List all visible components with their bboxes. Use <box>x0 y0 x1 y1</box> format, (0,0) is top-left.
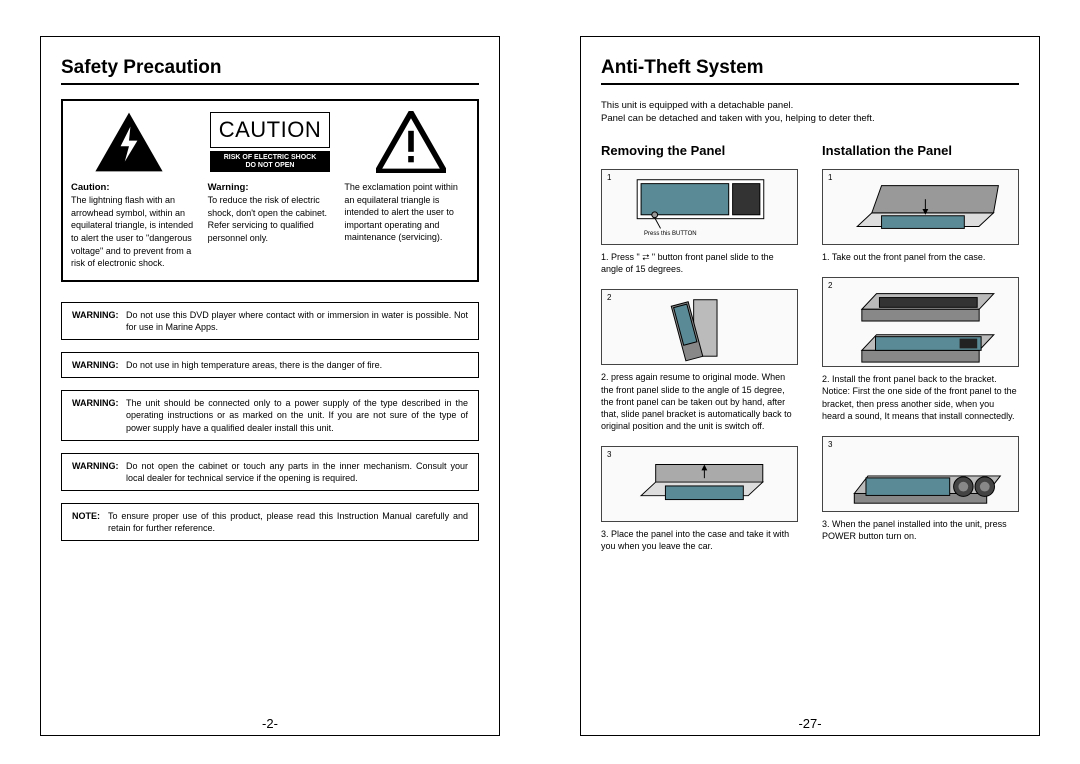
caution-center: CAUTION RISK OF ELECTRIC SHOCK DO NOT OP… <box>210 112 331 172</box>
col3-body: The exclamation point within an equilate… <box>344 182 458 242</box>
install-step-2-notice: Notice: First the one side of the front … <box>822 386 1017 420</box>
warning-box-1: WARNING: Do not use this DVD player wher… <box>61 302 479 340</box>
caution-col-2: Warning: To reduce the risk of electric … <box>208 181 333 270</box>
warning-1-text: Do not use this DVD player where contact… <box>126 309 468 333</box>
exclamation-triangle-icon <box>376 111 446 173</box>
install-step-2-main: 2. Install the front panel back to the b… <box>822 374 997 384</box>
intro-block: This unit is equipped with a detachable … <box>601 99 1019 126</box>
intro-1: This unit is equipped with a detachable … <box>601 99 1019 112</box>
warning-box-3: WARNING: The unit should be connected on… <box>61 390 479 440</box>
warning-label: WARNING: <box>72 359 126 371</box>
caution-col-1: Caution: The lightning flash with an arr… <box>71 181 196 270</box>
page-right-inner: Anti-Theft System This unit is equipped … <box>580 36 1040 736</box>
removing-img-1: 1 Press this BUTTON <box>601 169 798 245</box>
install-step-3: 3. When the panel installed into the uni… <box>822 518 1019 542</box>
warning-box-4: WARNING: Do not open the cabinet or touc… <box>61 453 479 491</box>
risk-box: RISK OF ELECTRIC SHOCK DO NOT OPEN <box>210 151 331 172</box>
removing-img-2: 2 <box>601 289 798 365</box>
intro-2: Panel can be detached and taken with you… <box>601 112 1019 125</box>
rule <box>61 83 479 85</box>
unit-installed-icon <box>823 437 1018 511</box>
caution-col-3: The exclamation point within an equilate… <box>344 181 469 270</box>
col2-head: Warning: <box>208 182 249 193</box>
unit-bracket-icon <box>823 278 1018 366</box>
case-open-icon <box>823 170 1018 244</box>
lightning-triangle-icon <box>94 111 164 173</box>
safety-title: Safety Precaution <box>61 57 479 79</box>
panel-tilt-icon <box>602 290 797 364</box>
page-number-right: -27- <box>581 716 1039 731</box>
risk-line2: DO NOT OPEN <box>214 162 327 170</box>
removing-img-3: 3 <box>601 446 798 522</box>
warning-label: WARNING: <box>72 309 126 333</box>
install-img-1: 1 <box>822 169 1019 245</box>
rule <box>601 83 1019 85</box>
risk-line1: RISK OF ELECTRIC SHOCK <box>214 154 327 162</box>
note-text: To ensure proper use of this product, pl… <box>108 510 468 534</box>
press-this-label: Press this BUTTON <box>644 230 697 238</box>
page-number-left: -2- <box>41 716 499 731</box>
warning-label: WARNING: <box>72 460 126 484</box>
warning-3-text: The unit should be connected only to a p… <box>126 397 468 433</box>
install-step-2: 2. Install the front panel back to the b… <box>822 373 1019 422</box>
warning-4-text: Do not open the cabinet or touch any par… <box>126 460 468 484</box>
page-left: Safety Precaution CAUTION RISK OF ELECTR… <box>0 0 540 764</box>
page-left-inner: Safety Precaution CAUTION RISK OF ELECTR… <box>40 36 500 736</box>
col2-body: To reduce the risk of electric shock, do… <box>208 195 327 243</box>
panel-case-icon <box>602 447 797 521</box>
warning-box-2: WARNING: Do not use in high temperature … <box>61 352 479 378</box>
removing-col: Removing the Panel 1 Press this BUTTON 1… <box>601 142 798 567</box>
removing-title: Removing the Panel <box>601 142 798 160</box>
antitheft-title: Anti-Theft System <box>601 57 1019 79</box>
removing-step-1: 1. Press " ⮂ " button front panel slide … <box>601 251 798 275</box>
install-step-1: 1. Take out the front panel from the cas… <box>822 251 1019 263</box>
col1-body: The lightning flash with an arrowhead sy… <box>71 195 193 268</box>
caution-word: CAUTION <box>210 112 331 148</box>
caution-top: CAUTION RISK OF ELECTRIC SHOCK DO NOT OP… <box>71 111 469 173</box>
note-label: NOTE: <box>72 510 108 534</box>
two-columns: Removing the Panel 1 Press this BUTTON 1… <box>601 142 1019 567</box>
caution-columns: Caution: The lightning flash with an arr… <box>71 181 469 270</box>
install-img-3: 3 <box>822 436 1019 512</box>
caution-box: CAUTION RISK OF ELECTRIC SHOCK DO NOT OP… <box>61 99 479 282</box>
installation-col: Installation the Panel 1 1. Take out the… <box>822 142 1019 567</box>
removing-step-2: 2. press again resume to original mode. … <box>601 371 798 432</box>
warning-2-text: Do not use in high temperature areas, th… <box>126 359 468 371</box>
install-img-2: 2 <box>822 277 1019 367</box>
note-box: NOTE: To ensure proper use of this produ… <box>61 503 479 541</box>
removing-step-3: 3. Place the panel into the case and tak… <box>601 528 798 552</box>
page-right: Anti-Theft System This unit is equipped … <box>540 0 1080 764</box>
col1-head: Caution: <box>71 182 110 193</box>
warning-label: WARNING: <box>72 397 126 433</box>
panel-front-icon <box>602 170 797 244</box>
installation-title: Installation the Panel <box>822 142 1019 160</box>
